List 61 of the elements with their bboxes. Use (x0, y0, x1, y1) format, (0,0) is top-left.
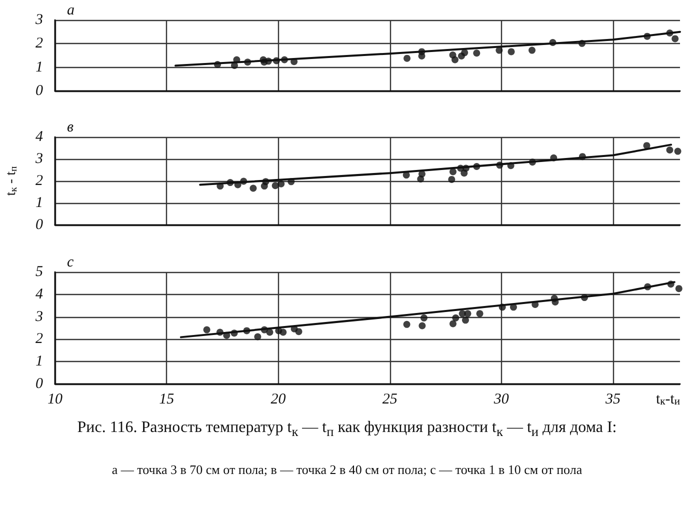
point (450, 168, 456, 176)
point (250, 184, 257, 192)
point (418, 170, 426, 178)
point (450, 320, 456, 328)
point (473, 50, 480, 57)
point (528, 46, 536, 54)
y-tick-label: 1 (36, 354, 43, 370)
y-tick-label: 2 (36, 36, 44, 52)
x-tick-label: 20 (270, 392, 286, 408)
x-tick-label: 10 (48, 392, 63, 408)
y-axis-title: tк - tп (4, 166, 20, 196)
point (203, 326, 210, 334)
y-tick-label: 3 (34, 308, 43, 325)
y-tick-label: 5 (36, 264, 44, 280)
point (675, 285, 682, 292)
chart-title: в (67, 120, 74, 136)
point (452, 314, 460, 322)
y-tick-label: 0 (36, 83, 44, 99)
text: а — точка 3 в 70 см от пола; в — точка 2 в 40 см от пола; с — точка 1 в 10 см от пола (110, 462, 584, 478)
point (672, 35, 679, 42)
point (643, 142, 650, 150)
x-tick-label: 30 (492, 392, 510, 408)
point (464, 310, 472, 318)
y-tick-label: 0 (36, 376, 44, 392)
y-tick-label: 4 (36, 286, 44, 302)
point (266, 328, 274, 336)
point (452, 56, 458, 64)
y-tick-label: 0 (36, 217, 44, 233)
point (461, 49, 468, 56)
y-tick-label: 3 (34, 12, 43, 28)
point (278, 180, 285, 188)
y-tick-label: 4 (36, 129, 44, 145)
y-tick-label: 1 (36, 59, 43, 76)
text: Рис. 116. Разность температур t$_{к}$ — t$_{п}$ как функция разности t$_{к}$ — t$_{и}$ для дома I: (77, 419, 617, 440)
y-tick-label: 2 (36, 331, 44, 348)
y-tick-label: 3 (34, 151, 43, 167)
x-tick-label: 15 (159, 392, 175, 408)
y-tick-label: 1 (36, 195, 43, 211)
line-series (180, 281, 676, 338)
point (448, 176, 456, 183)
point (418, 322, 426, 330)
point (674, 148, 682, 155)
chart-title: с (67, 254, 74, 270)
x-axis-title: tк-tи (656, 392, 680, 408)
point (272, 182, 279, 190)
point (476, 310, 484, 318)
point (508, 48, 515, 56)
chart-title: а (67, 2, 74, 18)
point (666, 146, 674, 154)
point (420, 314, 428, 322)
point (280, 328, 287, 336)
y-tick-label: 2 (36, 173, 44, 189)
point (403, 320, 410, 328)
point (462, 316, 469, 324)
point (295, 328, 302, 336)
line-series (199, 144, 672, 186)
point (404, 54, 411, 62)
line-series (174, 30, 681, 67)
x-tick-label: 25 (382, 392, 398, 408)
x-tick-label: 35 (604, 392, 622, 408)
point (254, 333, 262, 340)
